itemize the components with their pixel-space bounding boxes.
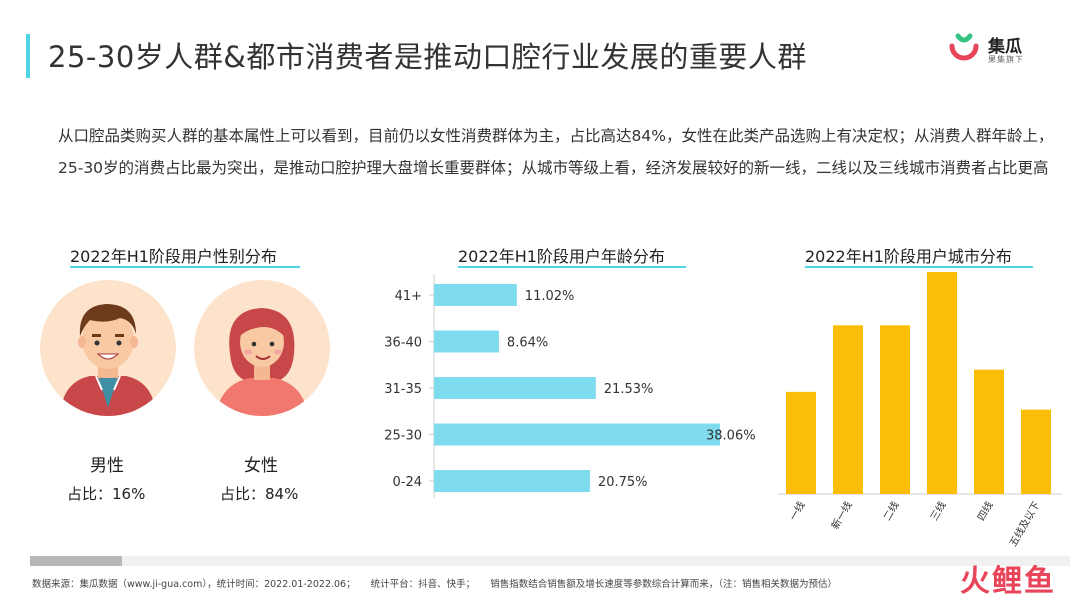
city-category-label: 新一线 — [828, 499, 854, 531]
male-figure-icon — [60, 304, 156, 416]
brand-subtitle: 果集旗下 — [988, 55, 1024, 64]
city-category-label: 二线 — [880, 499, 901, 523]
age-value-label: 8.64% — [507, 336, 548, 351]
age-category-label: 36-40 — [384, 336, 422, 351]
footer-notes: 数据来源：集瓜数据（www.ji-gua.com），统计时间：2022.01-2… — [32, 576, 849, 590]
city-category-label: 四线 — [974, 499, 995, 523]
city-bar — [833, 325, 863, 494]
brand-logo: 集瓜 果集旗下 — [948, 30, 1058, 70]
brand-logo-icon — [949, 33, 979, 61]
city-title-underline — [805, 266, 1033, 268]
city-bar — [927, 272, 957, 494]
age-section-title: 2022年H1阶段用户年龄分布 — [458, 247, 665, 266]
intro-paragraph: 从口腔品类购买人群的基本属性上可以看到，目前仍以女性消费群体为主，占比高达84%… — [58, 127, 1054, 177]
age-bar-chart: 41+ 11.02% 36-40 8.64% 31-35 21.53% 25-30 38.06… — [384, 274, 756, 498]
age-title-underline — [458, 266, 686, 268]
female-label: 女性 — [244, 456, 278, 476]
footer-source: 数据来源：集瓜数据（www.ji-gua.com），统计时间：2022.01-2… — [32, 579, 356, 590]
brand-name: 集瓜 — [988, 37, 1022, 57]
female-figure-icon — [216, 308, 308, 416]
watermark-logo: 火鲤鱼 — [960, 564, 1056, 599]
age-category-label: 41+ — [395, 289, 422, 304]
city-bar — [1021, 409, 1051, 494]
age-category-label: 25-30 — [384, 429, 422, 444]
female-share: 占比：84% — [220, 485, 299, 503]
age-category-label: 0-24 — [392, 475, 422, 490]
gender-section-title: 2022年H1阶段用户性别分布 — [70, 247, 277, 266]
age-category-label: 31-35 — [384, 382, 422, 397]
city-bar-chart: 一线 新一线 二线 三线 四线 五线及以下 — [778, 272, 1062, 549]
male-avatar — [40, 280, 176, 416]
age-bar — [434, 284, 517, 306]
age-value-label: 21.53% — [604, 382, 654, 397]
city-bar — [880, 325, 910, 494]
city-category-label: 三线 — [927, 499, 948, 523]
female-avatar — [194, 280, 330, 416]
age-bar — [434, 330, 499, 353]
age-value-label: 11.02% — [525, 289, 575, 304]
male-label: 男性 — [90, 456, 124, 476]
city-category-label: 五线及以下 — [1006, 499, 1042, 549]
city-bar — [974, 369, 1004, 494]
city-category-label: 一线 — [786, 499, 807, 523]
footer-note: 销售指数结合销售额及增长速度等参数综合计算而来，（注：销售相关数据为预估） — [490, 579, 837, 590]
city-section-title: 2022年H1阶段用户城市分布 — [805, 247, 1012, 266]
age-value-label: 38.06% — [706, 429, 756, 444]
male-share: 占比：16% — [67, 485, 146, 503]
age-bar — [434, 470, 590, 492]
age-value-label: 20.75% — [598, 475, 648, 490]
age-bar — [434, 377, 596, 399]
age-bar — [434, 423, 720, 446]
gender-title-underline — [70, 266, 300, 268]
title-accent-bar — [26, 34, 30, 78]
footer-platform: 统计平台：抖音、快手； — [370, 579, 476, 590]
horizontal-scroll-track[interactable] — [30, 556, 1070, 566]
horizontal-scroll-thumb[interactable] — [30, 556, 122, 566]
city-bar — [786, 391, 816, 494]
page-title: 25-30岁人群&都市消费者是推动口腔行业发展的重要人群 — [48, 40, 807, 74]
